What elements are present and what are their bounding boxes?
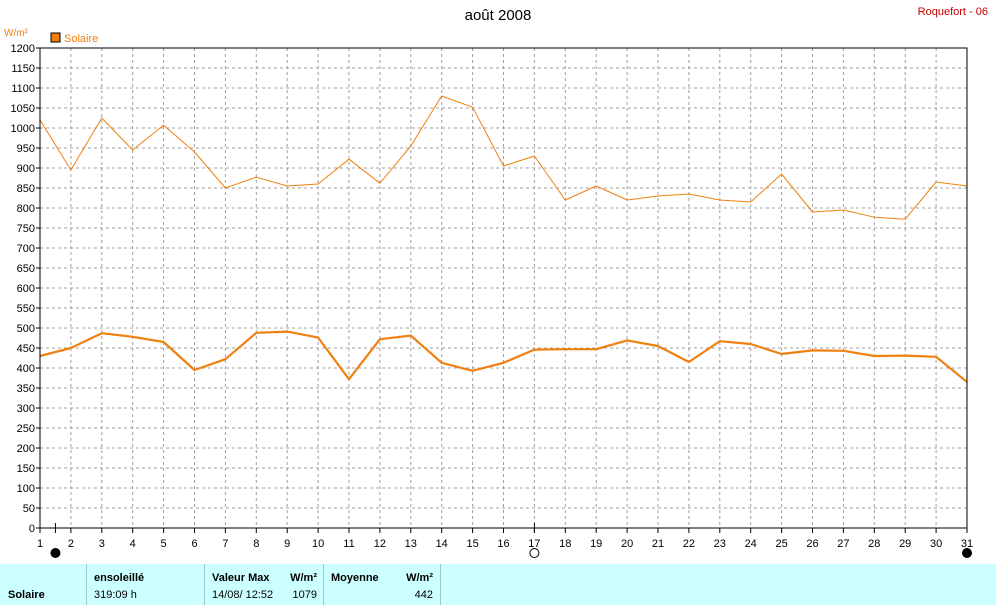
y-tick-label: 950 xyxy=(17,143,35,155)
moon-new-icon xyxy=(50,548,61,558)
max-header: Valeur Max xyxy=(212,572,270,584)
y-tick-label: 900 xyxy=(17,163,35,175)
x-tick-label: 21 xyxy=(652,538,664,550)
y-tick-label: 200 xyxy=(17,443,35,455)
x-tick-label: 28 xyxy=(868,538,880,550)
max-value: 1079 xyxy=(292,589,317,601)
chart-area: 0 50 100 150 200 250 300 350 400 450 500 550 600 650 7… xyxy=(4,28,973,558)
moon-full-icon xyxy=(529,548,540,558)
y-tick-label: 250 xyxy=(17,423,35,435)
y-tick-label: 850 xyxy=(17,183,35,195)
x-tick-label: 12 xyxy=(374,538,386,550)
x-tick-label: 30 xyxy=(930,538,942,550)
footer-series-label: Solaire xyxy=(8,589,45,601)
x-tick-label: 16 xyxy=(497,538,509,550)
y-axis-label: W/m² xyxy=(4,28,29,39)
y-tick-label: 150 xyxy=(17,463,35,475)
x-tick-label: 18 xyxy=(559,538,571,550)
y-tick-label: 450 xyxy=(17,343,35,355)
x-tick-label: 22 xyxy=(683,538,695,550)
legend-swatch xyxy=(50,32,61,43)
x-tick-label: 25 xyxy=(775,538,787,550)
chart-title: août 2008 xyxy=(464,7,532,24)
grid xyxy=(40,48,967,528)
series-line-mean xyxy=(39,330,968,383)
series-layer xyxy=(39,95,968,383)
sunshine-value: 319:09 h xyxy=(94,589,137,601)
x-tick-label: 31 xyxy=(961,538,973,550)
x-tick-label: 9 xyxy=(284,538,290,550)
x-tick-label: 24 xyxy=(745,538,757,550)
x-tick-label: 7 xyxy=(222,538,228,550)
x-tick-label: 8 xyxy=(253,538,259,550)
legend-label: Solaire xyxy=(64,33,98,45)
footer-series-cell: Solaire xyxy=(0,564,87,605)
y-tick-label: 300 xyxy=(17,403,35,415)
y-tick-label: 700 xyxy=(17,243,35,255)
footer-max-cell: Valeur Max W/m² 14/08/ 12:52 1079 xyxy=(205,564,324,605)
x-tick-label: 26 xyxy=(806,538,818,550)
x-tick-label: 4 xyxy=(130,538,136,550)
x-tick-label: 6 xyxy=(191,538,197,550)
average-header: Moyenne xyxy=(331,572,379,584)
y-tick-label: 1150 xyxy=(11,63,35,75)
x-tick-label: 5 xyxy=(161,538,167,550)
x-tick-label: 15 xyxy=(466,538,478,550)
x-tick-label: 11 xyxy=(343,538,354,550)
y-tick-label: 650 xyxy=(17,263,35,275)
stats-footer: Solaire ensoleillé 319:09 h Valeur Max W… xyxy=(0,564,996,605)
x-tick-label: 13 xyxy=(405,538,417,550)
x-tick-label: 1 xyxy=(37,538,43,550)
x-tick-label: 20 xyxy=(621,538,633,550)
x-tick-label: 14 xyxy=(436,538,448,550)
y-tick-label: 50 xyxy=(23,503,35,515)
x-tick-label: 19 xyxy=(590,538,602,550)
footer-average-cell: Moyenne W/m² 442 xyxy=(324,564,441,605)
moon-new-icon xyxy=(962,548,972,558)
x-tick-label: 23 xyxy=(714,538,726,550)
x-tick-label: 10 xyxy=(312,538,324,550)
legend: Solaire xyxy=(50,32,98,45)
y-tick-label: 1200 xyxy=(11,43,35,55)
y-tick-label: 1100 xyxy=(11,83,35,95)
axes: 0 50 100 150 200 250 300 350 400 450 500 550 600 650 7… xyxy=(4,28,973,558)
y-tick-label: 500 xyxy=(17,323,35,335)
max-date: 14/08/ 12:52 xyxy=(212,589,274,601)
series-line-max xyxy=(39,95,968,220)
x-tick-label: 3 xyxy=(99,538,105,550)
y-tick-label: 400 xyxy=(17,363,35,375)
y-tick-label: 550 xyxy=(17,303,35,315)
average-unit: W/m² xyxy=(406,572,433,584)
footer-sunshine-cell: ensoleillé 319:09 h xyxy=(87,564,205,605)
y-tick-label: 350 xyxy=(17,383,35,395)
y-tick-label: 1050 xyxy=(11,103,35,115)
sunshine-header: ensoleillé xyxy=(94,572,145,584)
average-value: 442 xyxy=(414,589,433,601)
x-tick-label: 2 xyxy=(68,538,74,550)
station-name: Roquefort - 06 xyxy=(917,6,988,18)
max-unit: W/m² xyxy=(290,572,317,584)
x-tick-label: 27 xyxy=(837,538,849,550)
y-tick-label: 1000 xyxy=(11,123,35,135)
plot-frame xyxy=(39,47,968,529)
y-tick-label: 100 xyxy=(17,483,35,495)
x-tick-label: 17 xyxy=(528,538,540,550)
y-tick-label: 600 xyxy=(17,283,35,295)
y-tick-label: 750 xyxy=(17,223,35,235)
x-tick-label: 29 xyxy=(899,538,911,550)
y-tick-label: 800 xyxy=(17,203,35,215)
y-tick-label: 0 xyxy=(29,523,35,535)
